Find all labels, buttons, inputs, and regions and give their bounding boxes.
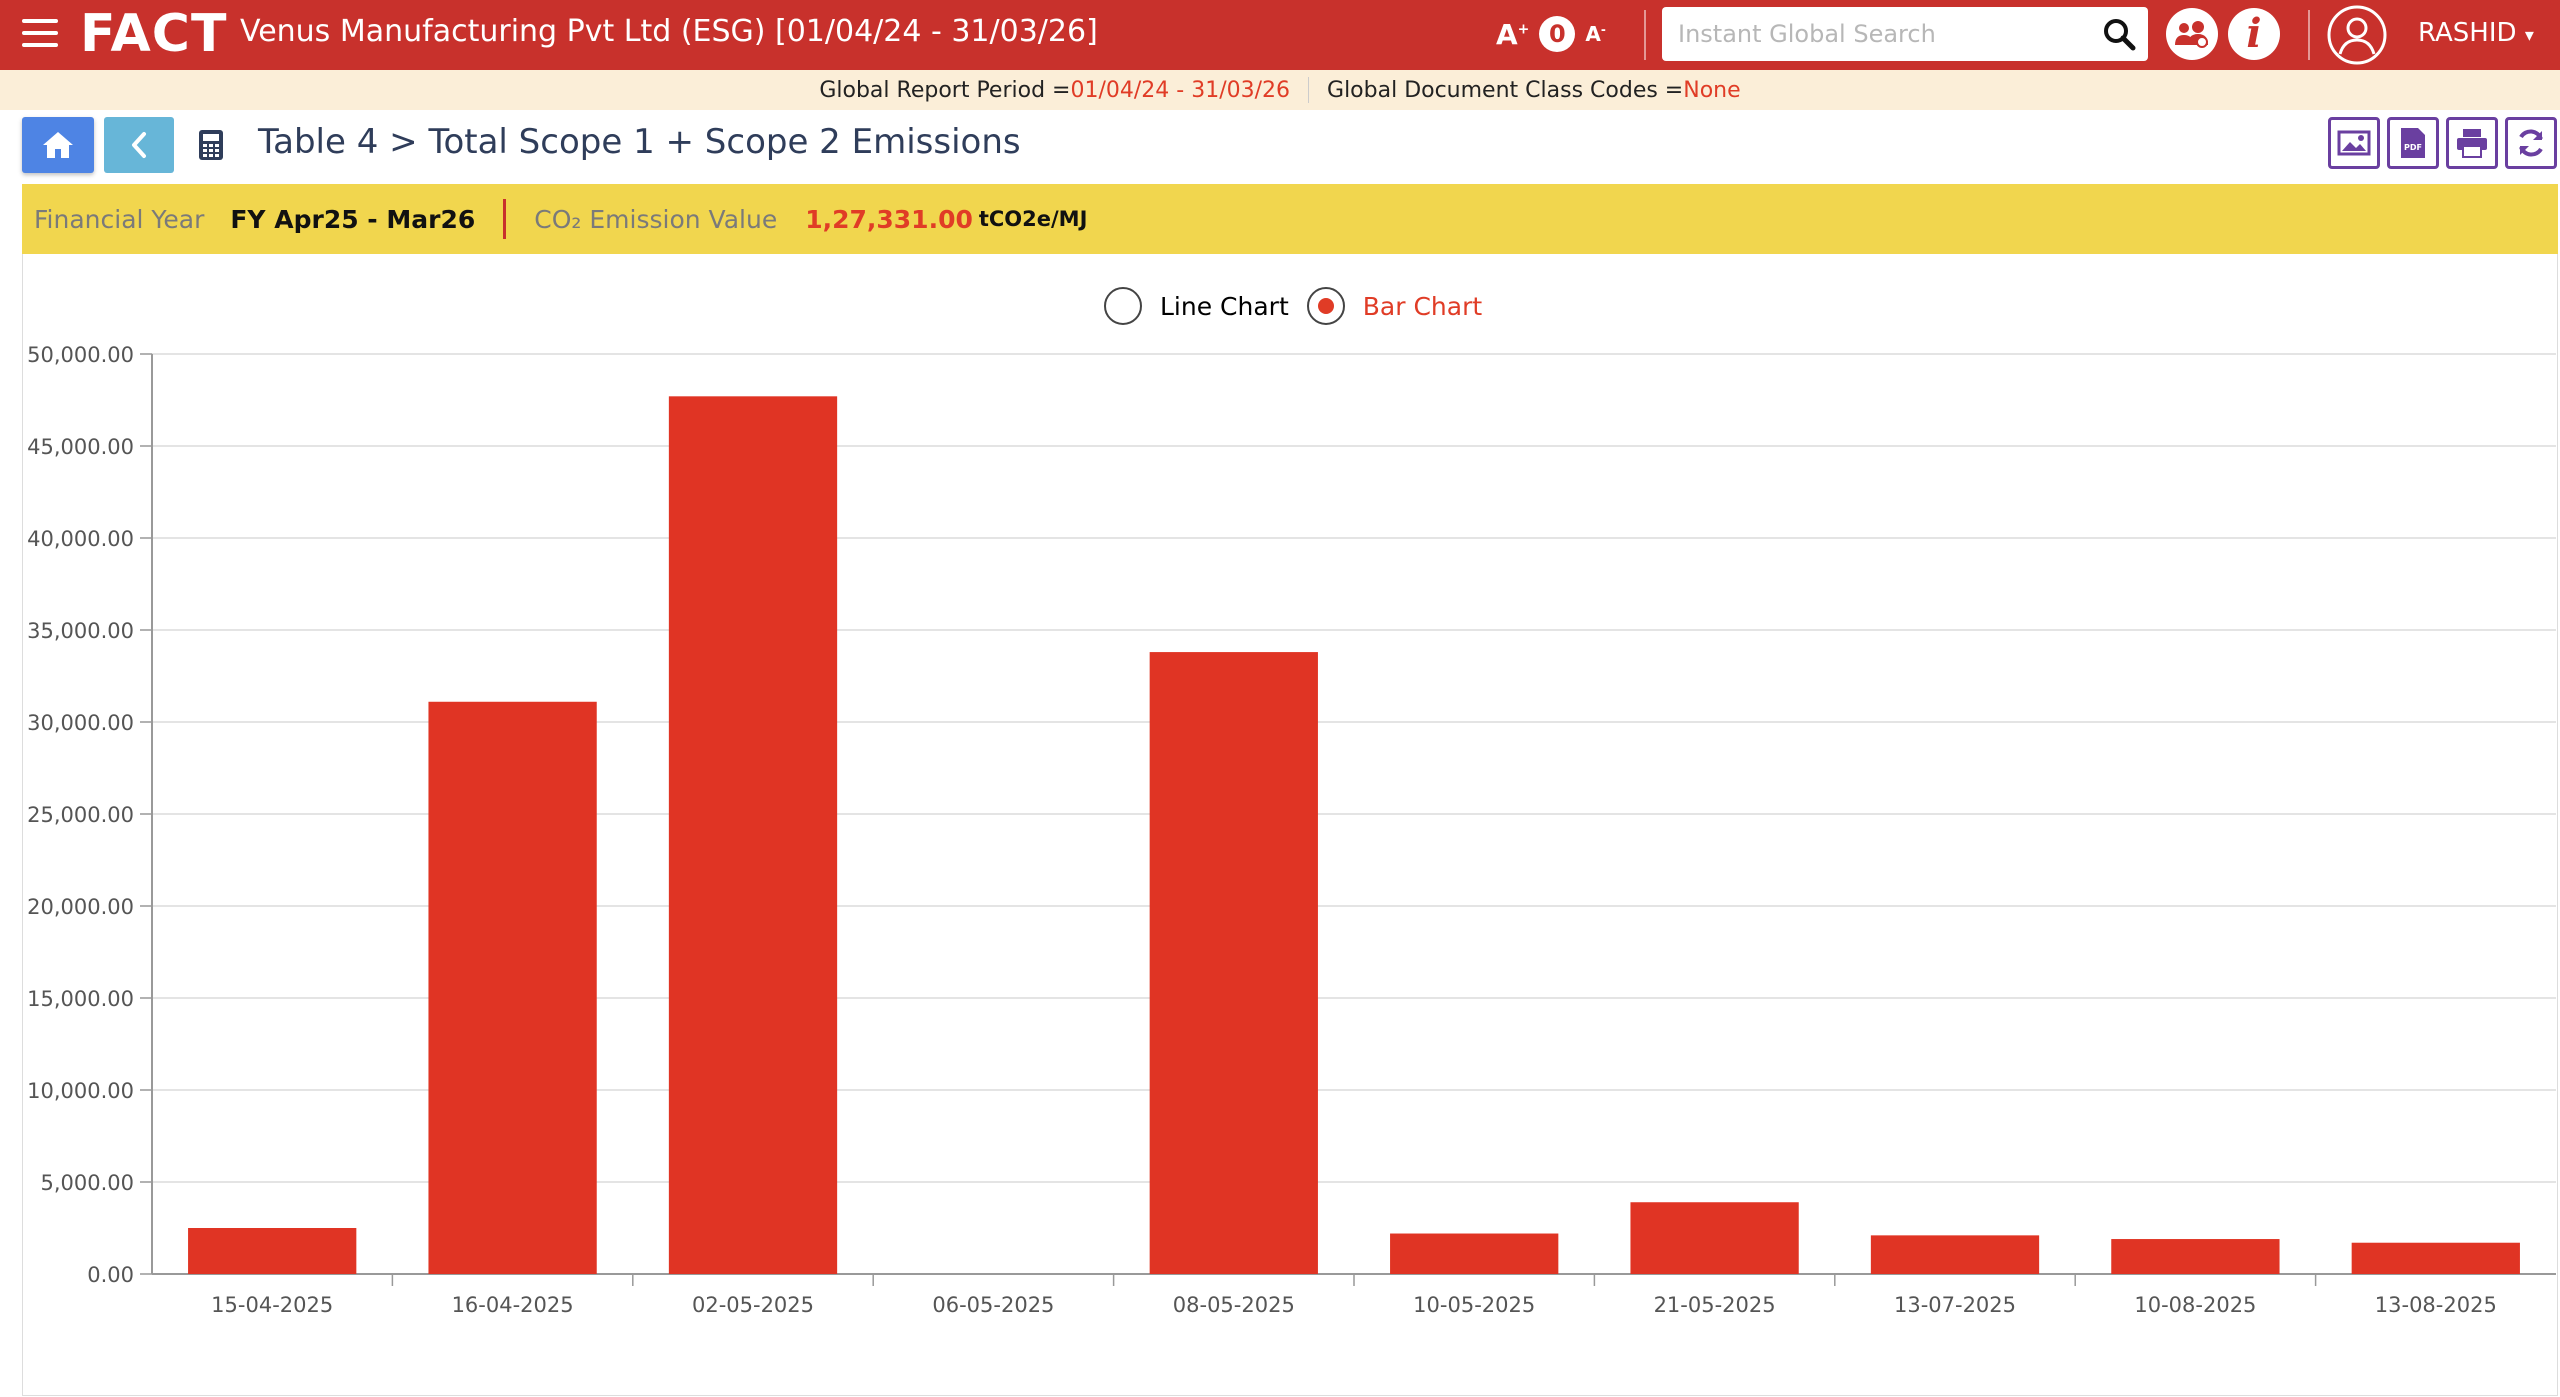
report-period-label: Global Report Period = xyxy=(819,77,1071,103)
users-gear-icon xyxy=(2175,21,2208,48)
bar xyxy=(668,396,838,1274)
info-button[interactable]: i xyxy=(2228,8,2280,60)
font-decrease-button[interactable]: A- xyxy=(1585,22,1606,46)
bar xyxy=(188,1228,357,1274)
line-chart-label[interactable]: Line Chart xyxy=(1160,291,1289,321)
report-period-value: 01/04/24 - 31/03/26 xyxy=(1070,77,1291,103)
home-button[interactable] xyxy=(22,117,94,173)
app-logo[interactable]: FACT xyxy=(80,4,228,64)
svg-text:PDF: PDF xyxy=(2404,143,2422,152)
header-divider xyxy=(1644,10,1646,60)
user-menu[interactable]: RASHID ▾ xyxy=(2418,18,2534,48)
back-button[interactable] xyxy=(104,117,174,173)
info-icon: i xyxy=(2246,10,2262,57)
class-codes-label: Global Document Class Codes = xyxy=(1327,77,1684,103)
search-input[interactable] xyxy=(1662,7,2102,61)
print-button[interactable] xyxy=(2446,117,2498,169)
period-divider xyxy=(1308,77,1310,103)
export-image-button[interactable] xyxy=(2328,117,2380,169)
bar xyxy=(1149,652,1318,1274)
printer-icon xyxy=(2457,129,2487,158)
chart-type-toggle: Line Chart Bar Chart xyxy=(1104,286,1482,326)
global-search xyxy=(1662,7,2148,61)
emission-label: CO₂ Emission Value xyxy=(534,204,778,234)
financial-year-label: Financial Year xyxy=(34,204,205,234)
bar xyxy=(428,701,597,1274)
chevron-down-icon: ▾ xyxy=(2524,25,2534,46)
bar-chart-label[interactable]: Bar Chart xyxy=(1362,291,1483,321)
emission-unit: tCO2e/MJ xyxy=(978,207,1088,231)
refresh-icon xyxy=(2519,129,2543,157)
refresh-button[interactable] xyxy=(2505,117,2557,169)
top-bar: FACT Venus Manufacturing Pvt Ltd (ESG) [… xyxy=(0,0,2560,70)
summary-strip: Financial Year FY Apr25 - Mar26 CO₂ Emis… xyxy=(22,184,2558,254)
bar xyxy=(2111,1239,2280,1274)
class-codes-value: None xyxy=(1683,77,1741,103)
group-users-button[interactable] xyxy=(2166,8,2218,60)
image-icon xyxy=(2337,130,2371,156)
bar xyxy=(1630,1202,1799,1274)
chevron-left-icon xyxy=(132,132,146,158)
radio-selected-dot xyxy=(1317,298,1334,314)
company-title: Venus Manufacturing Pvt Ltd (ESG) [01/04… xyxy=(240,14,1098,49)
header-divider xyxy=(2308,10,2310,60)
bar xyxy=(2351,1242,2520,1274)
calculator-icon xyxy=(199,130,223,160)
export-pdf-button[interactable]: PDF xyxy=(2387,117,2439,169)
emission-value: 1,27,331.00 xyxy=(805,204,973,234)
global-period-bar: Global Report Period = 01/04/24 - 31/03/… xyxy=(0,70,2560,110)
financial-year-value: FY Apr25 - Mar26 xyxy=(230,204,476,234)
font-increase-button[interactable]: A+ xyxy=(1496,17,1530,51)
pdf-icon: PDF xyxy=(2401,128,2425,158)
summary-divider xyxy=(503,199,507,239)
font-reset-button[interactable]: 0 xyxy=(1539,16,1576,52)
font-size-controls: A+ 0 A- xyxy=(1496,14,1606,54)
home-icon xyxy=(43,132,73,158)
bar xyxy=(1870,1235,2040,1274)
user-avatar-icon[interactable] xyxy=(2326,4,2388,66)
page-title: Table 4 > Total Scope 1 + Scope 2 Emissi… xyxy=(258,122,1021,162)
search-icon[interactable] xyxy=(2102,17,2136,51)
line-chart-radio[interactable] xyxy=(1104,287,1142,325)
menu-icon[interactable] xyxy=(22,19,58,49)
bar xyxy=(1390,1233,1559,1274)
user-name: RASHID xyxy=(2418,18,2517,48)
bar-chart-radio[interactable] xyxy=(1306,287,1345,325)
